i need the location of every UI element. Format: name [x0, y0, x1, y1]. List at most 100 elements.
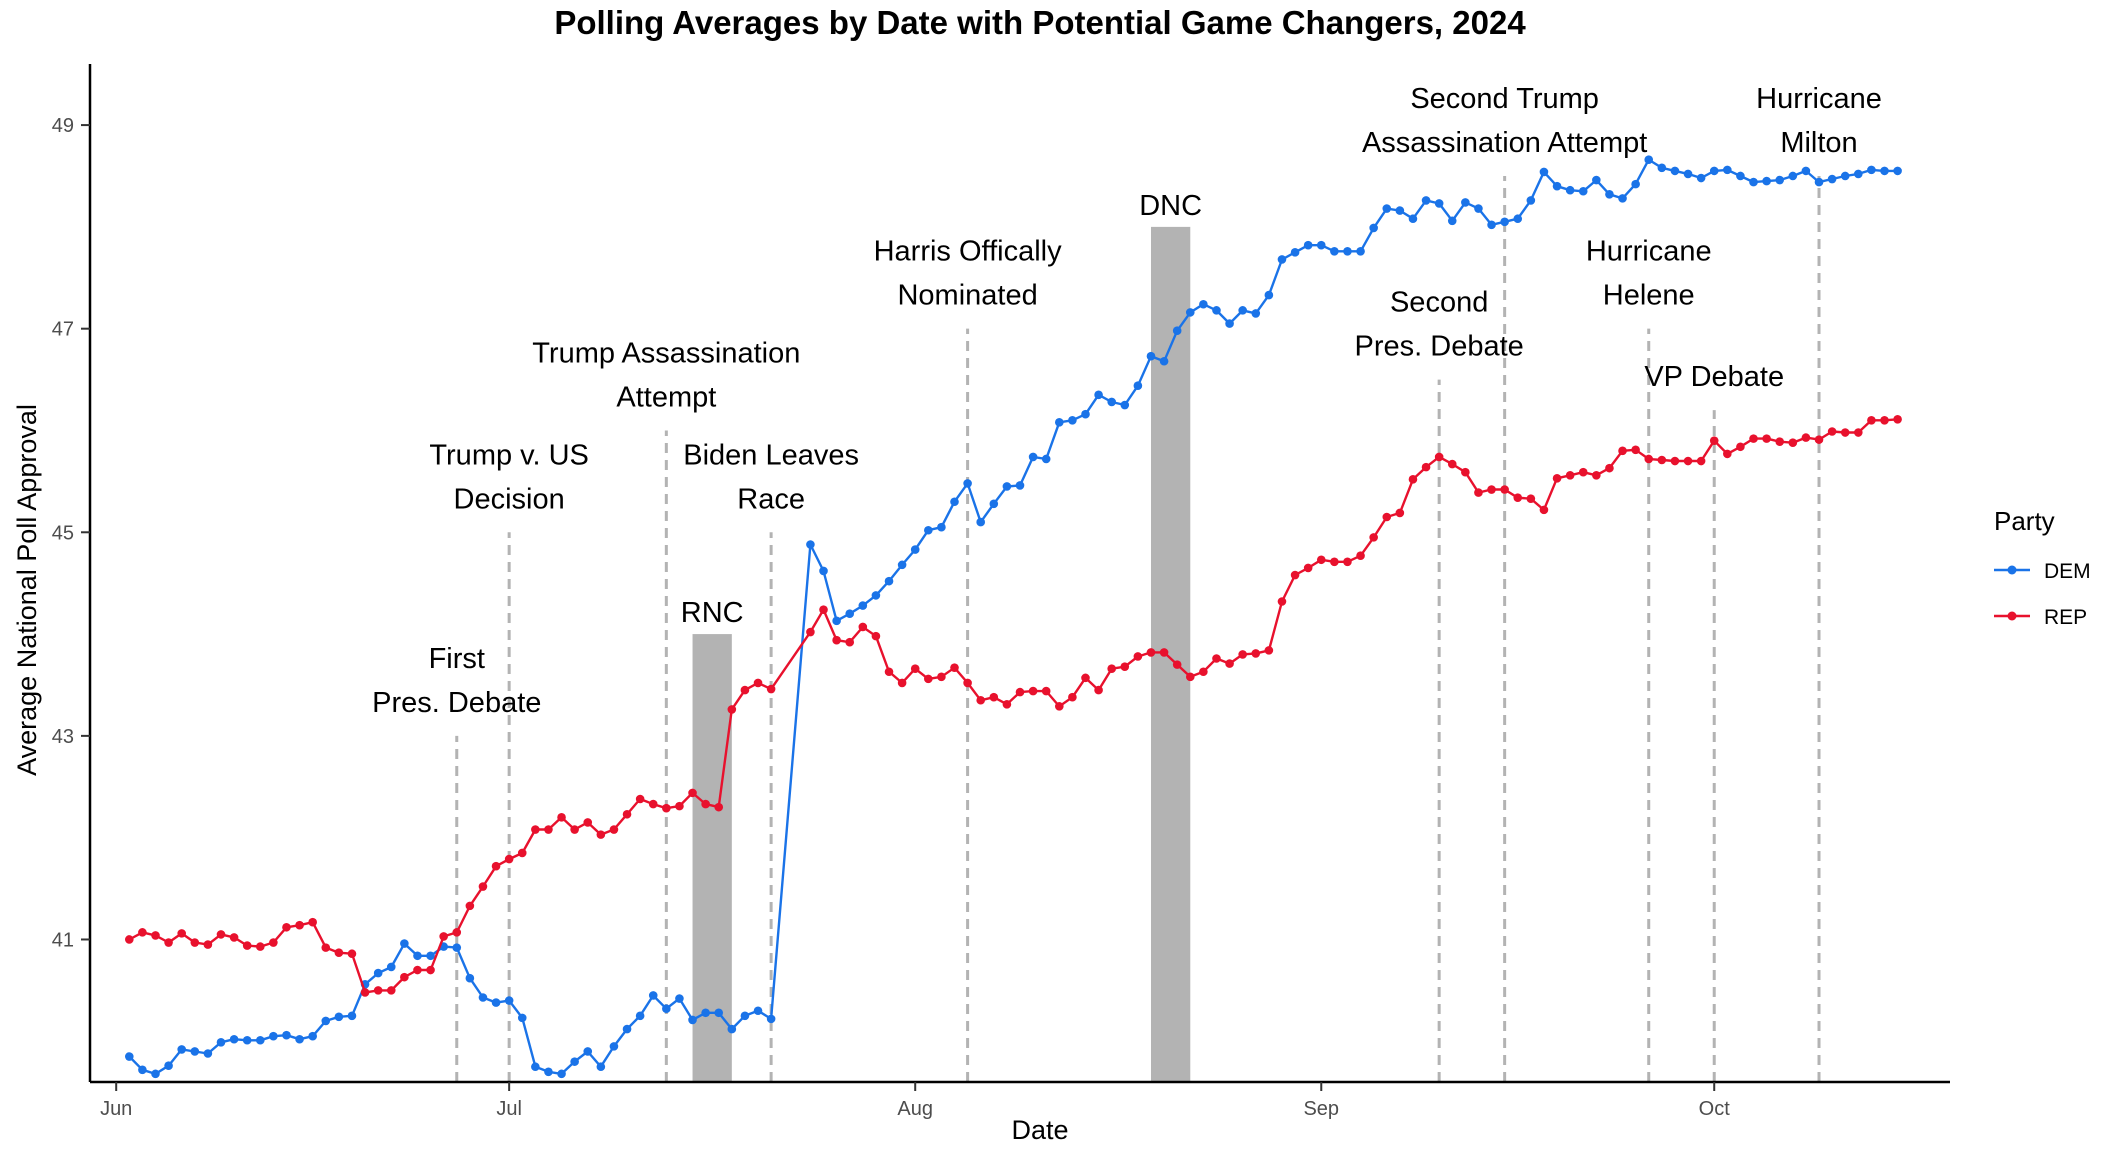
data-point-dem-2024-08-26 [1238, 306, 1247, 315]
data-point-rep-2024-08-30 [1290, 570, 1300, 580]
data-point-dem-2024-07-10 [622, 1024, 632, 1034]
data-point-rep-2024-10-01 [1709, 436, 1719, 445]
data-point-rep-2024-07-19 [740, 685, 750, 695]
event-bar-dnc [1150, 226, 1191, 1082]
event-bars [692, 226, 1191, 1082]
x-tick-label-oct: Oct [1699, 1098, 1731, 1120]
legend-title: Party [1994, 506, 2055, 536]
data-point-dem-2024-08-03 [937, 522, 946, 532]
data-point-rep-2024-06-26 [439, 932, 448, 941]
data-point-dem-2024-09-13 [1474, 204, 1483, 213]
x-tick-label-aug: Aug [897, 1098, 933, 1120]
data-point-rep-2024-09-26 [1644, 454, 1654, 464]
data-point-rep-2024-08-29 [1277, 597, 1287, 606]
data-point-rep-2024-07-03 [531, 825, 540, 834]
data-point-dem-2024-07-13 [662, 1004, 671, 1014]
data-point-rep-2024-10-11 [1840, 428, 1850, 437]
data-point-dem-2024-09-21 [1578, 186, 1588, 196]
data-point-rep-2024-07-06 [570, 825, 579, 834]
data-point-rep-2024-08-13 [1068, 692, 1077, 702]
data-point-dem-2024-06-05 [164, 1061, 173, 1071]
data-point-rep-2024-10-10 [1827, 427, 1837, 436]
data-point-dem-2024-07-26 [832, 616, 841, 626]
data-point-rep-2024-06-17 [321, 943, 331, 952]
data-point-dem-2024-07-01 [504, 996, 514, 1005]
x-tick-label-jul: Jul [496, 1098, 522, 1120]
data-point-rep-2024-07-14 [675, 801, 684, 811]
data-point-dem-2024-08-16 [1107, 397, 1116, 407]
data-point-rep-2024-06-07 [190, 938, 200, 947]
data-point-rep-2024-06-19 [347, 949, 357, 959]
data-point-dem-2024-07-11 [635, 1011, 645, 1021]
data-point-rep-2024-08-08 [1002, 700, 1012, 709]
data-point-dem-2024-09-07 [1395, 206, 1405, 215]
data-point-rep-2024-07-30 [884, 667, 894, 677]
data-point-rep-2024-09-06 [1382, 512, 1392, 522]
data-point-dem-2024-09-01 [1316, 240, 1326, 250]
data-point-dem-2024-06-18 [334, 1012, 344, 1022]
data-point-rep-2024-07-13 [662, 803, 671, 813]
series-layer [124, 155, 1902, 1079]
data-point-rep-2024-08-28 [1264, 646, 1274, 655]
data-point-dem-2024-06-29 [478, 993, 488, 1002]
data-point-rep-2024-09-10 [1434, 452, 1444, 462]
data-point-rep-2024-08-10 [1028, 686, 1038, 696]
event-label-2-line-1: Trump v. US [429, 439, 589, 471]
data-point-rep-2024-08-11 [1041, 686, 1051, 696]
data-point-rep-2024-09-21 [1578, 467, 1588, 477]
data-point-rep-2024-06-09 [216, 930, 226, 939]
data-point-dem-2024-07-08 [596, 1062, 606, 1072]
data-point-dem-2024-06-21 [373, 968, 383, 978]
y-tick-label-45: 45 [52, 522, 74, 544]
data-point-dem-2024-08-01 [910, 545, 920, 554]
data-point-dem-2024-08-09 [1015, 481, 1025, 490]
x-tick-label-jun: Jun [100, 1098, 132, 1120]
legend-label-dem: DEM [2044, 560, 2091, 583]
data-point-rep-2024-06-25 [426, 965, 435, 975]
data-point-rep-2024-09-14 [1487, 485, 1496, 494]
data-point-dem-2024-09-18 [1539, 167, 1549, 177]
x-axis-ticks: Jun Jul Aug Sep Oct [100, 1082, 1730, 1120]
event-label-9-line-1: VP Debate [1644, 361, 1784, 393]
data-point-rep-2024-09-11 [1447, 459, 1457, 469]
legend-point-rep [2007, 611, 2017, 621]
data-point-dem-2024-09-27 [1657, 163, 1667, 173]
event-label-1-line-2: Pres. Debate [372, 687, 541, 719]
y-tick-label-43: 43 [52, 726, 74, 748]
data-point-rep-2024-06-08 [203, 940, 213, 949]
data-point-rep-2024-07-17 [714, 802, 724, 812]
data-point-rep-2024-06-15 [295, 920, 304, 930]
data-point-rep-2024-08-20 [1159, 648, 1169, 657]
data-point-rep-2024-06-04 [151, 931, 160, 940]
data-point-dem-2024-06-10 [229, 1034, 239, 1044]
data-point-rep-2024-06-30 [491, 861, 501, 871]
data-point-rep-2024-07-16 [701, 799, 710, 809]
data-point-rep-2024-06-20 [360, 988, 370, 997]
data-point-rep-2024-09-30 [1696, 456, 1706, 466]
data-point-rep-2024-08-05 [963, 678, 972, 688]
data-point-dem-2024-10-06 [1775, 175, 1785, 185]
data-point-dem-2024-09-29 [1683, 169, 1693, 179]
data-point-dem-2024-08-10 [1028, 452, 1038, 462]
event-bar-rnc [692, 634, 732, 1082]
data-point-dem-2024-07-03 [531, 1062, 540, 1072]
legend-label-rep: REP [2044, 606, 2087, 629]
data-point-rep-2024-10-04 [1749, 434, 1758, 443]
data-point-dem-2024-09-28 [1670, 166, 1680, 176]
event-label-6-line-2: Pres. Debate [1355, 331, 1524, 363]
data-point-rep-2024-08-03 [937, 672, 946, 682]
data-point-dem-2024-07-29 [871, 591, 881, 600]
event-label-10-line-1: Hurricane [1756, 83, 1882, 115]
data-point-rep-2024-10-03 [1736, 442, 1745, 452]
data-point-rep-2024-08-16 [1107, 664, 1116, 673]
data-point-rep-2024-09-04 [1356, 551, 1365, 560]
data-point-rep-2024-07-10 [622, 809, 632, 819]
data-point-rep-2024-10-08 [1801, 433, 1811, 442]
data-point-dem-2024-08-18 [1133, 381, 1143, 390]
data-point-dem-2024-09-20 [1565, 185, 1575, 195]
data-point-rep-2024-08-14 [1081, 673, 1090, 683]
data-point-rep-2024-10-12 [1854, 428, 1863, 437]
data-point-dem-2024-10-07 [1788, 171, 1798, 181]
data-point-dem-2024-07-05 [557, 1069, 566, 1079]
